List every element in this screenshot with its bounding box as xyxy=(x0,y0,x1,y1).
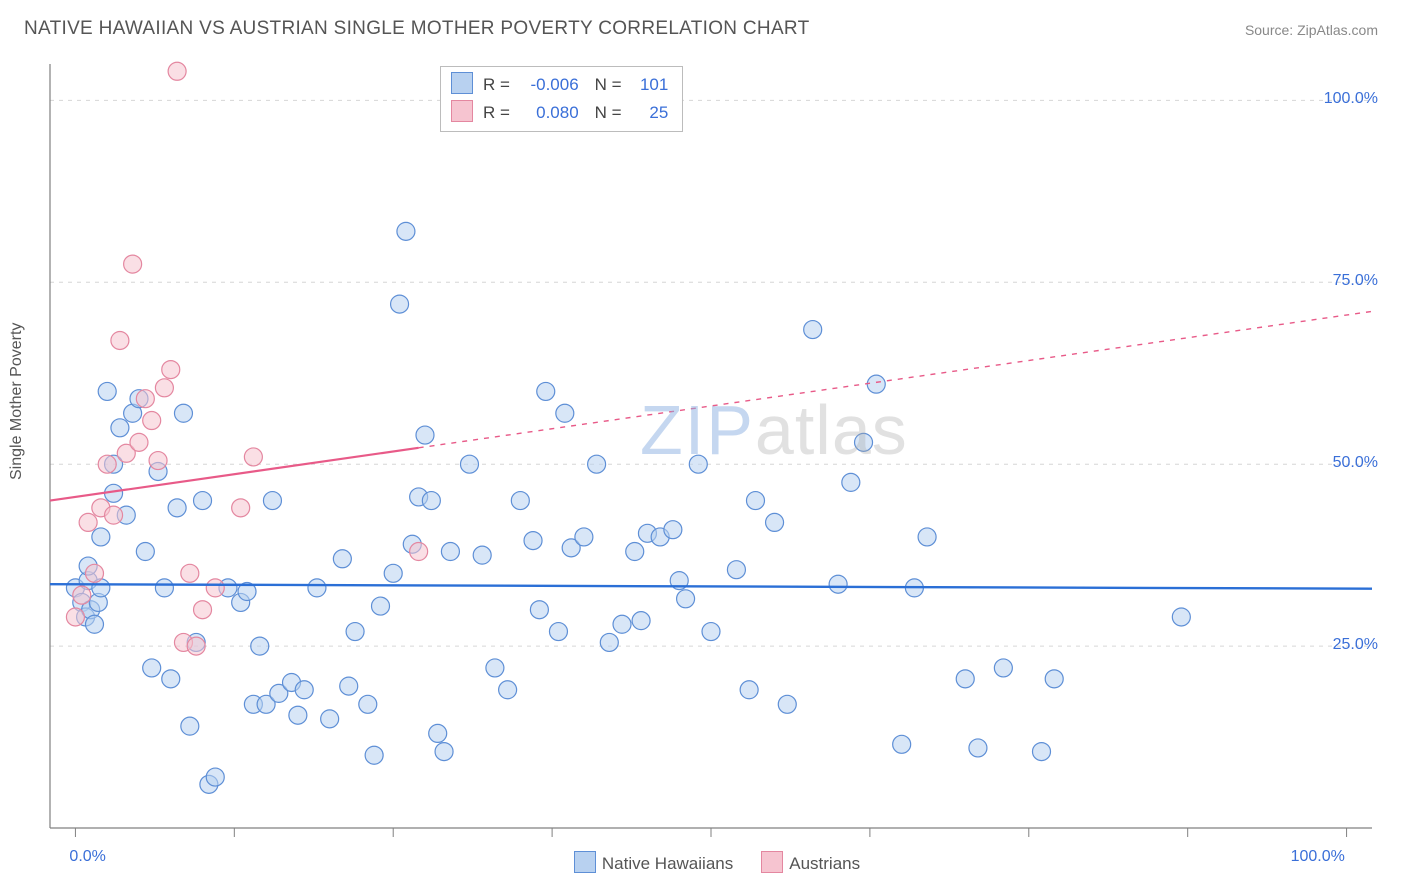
legend-series-label: Native Hawaiians xyxy=(602,854,733,873)
legend-swatch xyxy=(451,100,473,122)
legend-series-label: Austrians xyxy=(789,854,860,873)
legend-r-value: 0.080 xyxy=(515,99,579,127)
legend-n-value: 101 xyxy=(626,71,668,99)
series-legend: Native Hawaiians Austrians xyxy=(0,851,1406,874)
legend-row: R = 0.080 N = 25 xyxy=(451,99,668,127)
x-tick-label: 0.0% xyxy=(69,848,105,866)
legend-n-value: 25 xyxy=(626,99,668,127)
y-tick-label: 50.0% xyxy=(1333,454,1378,472)
y-axis-label: Single Mother Poverty xyxy=(8,323,26,480)
y-tick-label: 100.0% xyxy=(1324,90,1378,108)
legend-swatch xyxy=(451,72,473,94)
y-tick-label: 25.0% xyxy=(1333,636,1378,654)
correlation-legend: R = -0.006 N = 101 R = 0.080 N = 25 xyxy=(440,66,683,132)
legend-row: R = -0.006 N = 101 xyxy=(451,71,668,99)
scatter-chart-svg xyxy=(0,0,1406,892)
x-tick-label: 100.0% xyxy=(1291,848,1345,866)
legend-n-label: N = xyxy=(595,75,627,94)
y-tick-label: 75.0% xyxy=(1333,272,1378,290)
legend-swatch xyxy=(574,851,596,873)
legend-swatch xyxy=(761,851,783,873)
legend-r-value: -0.006 xyxy=(515,71,579,99)
chart-container: Single Mother Poverty ZIPatlas R = -0.00… xyxy=(0,0,1406,892)
legend-n-label: N = xyxy=(595,103,627,122)
legend-r-label: R = xyxy=(483,75,515,94)
legend-r-label: R = xyxy=(483,103,515,122)
